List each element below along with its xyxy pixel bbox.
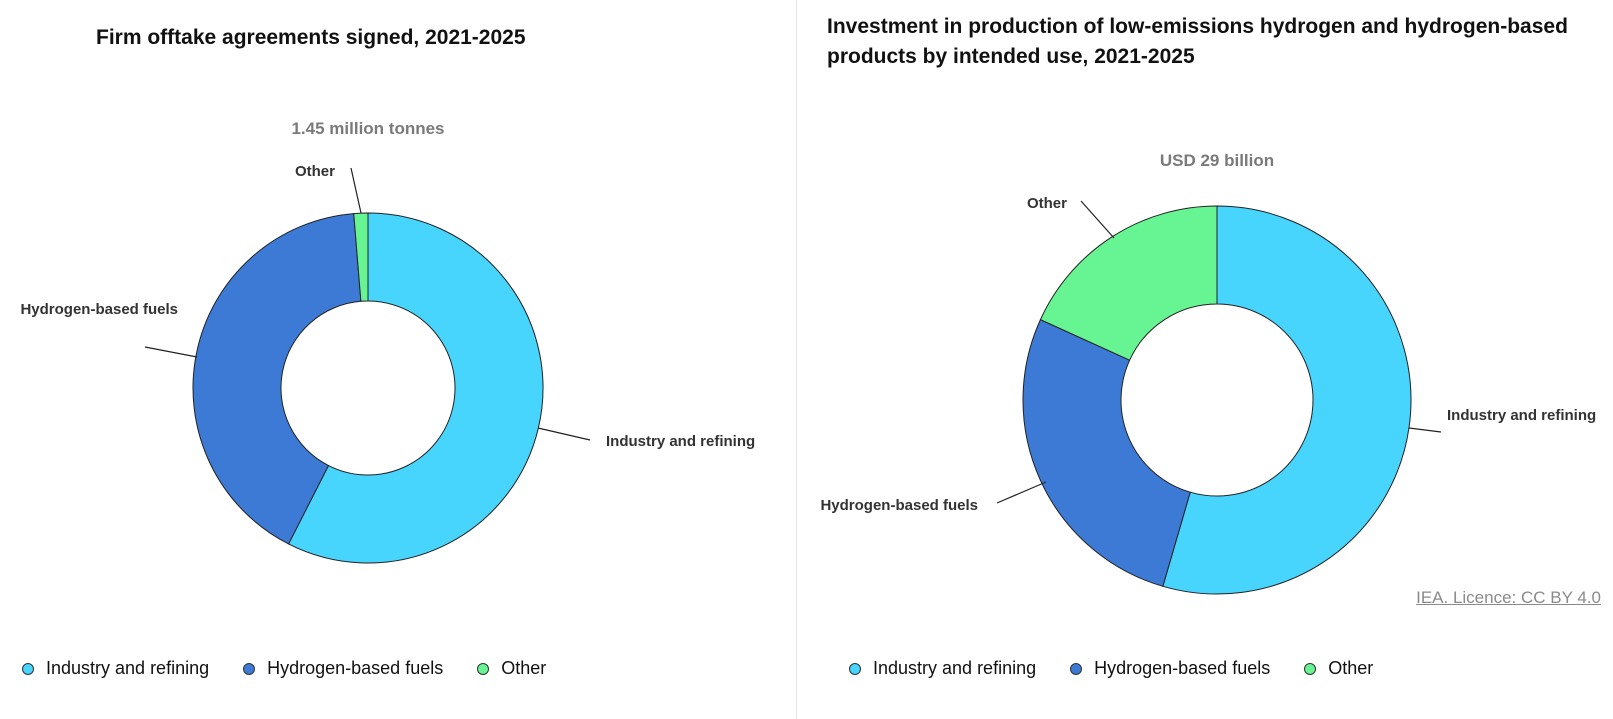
legend-marker-hydrogen-fuels <box>243 662 256 675</box>
donut-slice-industry[interactable] <box>1162 205 1412 595</box>
legend-item-hydrogen-fuels[interactable]: Hydrogen-based fuels <box>243 658 443 679</box>
chart-legend: Industry and refining Hydrogen-based fue… <box>22 658 580 679</box>
legend-marker-industry <box>849 662 861 675</box>
chart-legend: Industry and refining Hydrogen-based fue… <box>849 658 1407 679</box>
legend-marker-hydrogen-fuels <box>1070 662 1083 675</box>
licence-credit-link[interactable]: IEA. Licence: CC BY 4.0 <box>1416 588 1601 607</box>
investment-donut-chart: Industry and refining Hydrogen-based fuel… <box>820 151 1596 595</box>
leader-line-other <box>350 167 362 214</box>
donut-slice-hydrogen-fuels[interactable] <box>1022 318 1191 587</box>
legend-item-industry[interactable]: Industry and refining <box>22 658 209 679</box>
legend-marker-other <box>1304 662 1317 675</box>
legend-label: Other <box>501 658 547 678</box>
donut-slice-other[interactable] <box>353 212 369 302</box>
slice-label-hydrogen-fuels: Hydrogen-based fuels <box>820 497 978 514</box>
legend-item-other[interactable]: Other <box>1304 658 1373 679</box>
legend-item-hydrogen-fuels[interactable]: Hydrogen-based fuels <box>1070 658 1270 679</box>
chart-total-label: USD 29 billion <box>1160 151 1274 170</box>
slice-label-hydrogen-fuels: Hydrogen-based fuels <box>20 301 178 318</box>
legend-label: Hydrogen-based fuels <box>1094 658 1271 678</box>
panel-divider <box>796 0 797 719</box>
donut-slice-hydrogen-fuels[interactable] <box>192 213 362 545</box>
donut-slice-other[interactable] <box>1039 205 1218 361</box>
leader-line-other <box>1080 200 1115 239</box>
legend-item-industry[interactable]: Industry and refining <box>849 658 1036 679</box>
slice-label-other: Other <box>1027 195 1067 212</box>
donut-slice-industry[interactable] <box>287 212 544 564</box>
offtake-donut-chart: Industry and refining Hydrogen-based fuel… <box>20 119 755 564</box>
offtake-chart-panel: Firm offtake agreements signed, 2021-202… <box>0 0 796 719</box>
slice-label-industry: Industry and refining <box>606 433 755 450</box>
leader-line-hydrogen-fuels <box>144 346 198 358</box>
leader-line-industry <box>537 427 591 441</box>
leader-line-industry <box>1408 427 1442 433</box>
legend-marker-industry <box>22 662 34 675</box>
slice-label-industry: Industry and refining <box>1447 407 1596 424</box>
investment-chart-panel: Investment in production of low-emission… <box>797 0 1613 719</box>
slice-label-other: Other <box>295 163 335 180</box>
legend-label: Hydrogen-based fuels <box>267 658 444 678</box>
leader-line-hydrogen-fuels <box>996 481 1047 504</box>
legend-marker-other <box>477 662 490 675</box>
chart-total-label: 1.45 million tonnes <box>291 119 444 138</box>
chart-title: Investment in production of low-emission… <box>827 15 1568 68</box>
chart-title: Firm offtake agreements signed, 2021-202… <box>96 26 526 49</box>
legend-label: Industry and refining <box>46 658 210 678</box>
legend-label: Other <box>1328 658 1374 678</box>
legend-item-other[interactable]: Other <box>477 658 546 679</box>
legend-label: Industry and refining <box>873 658 1037 678</box>
